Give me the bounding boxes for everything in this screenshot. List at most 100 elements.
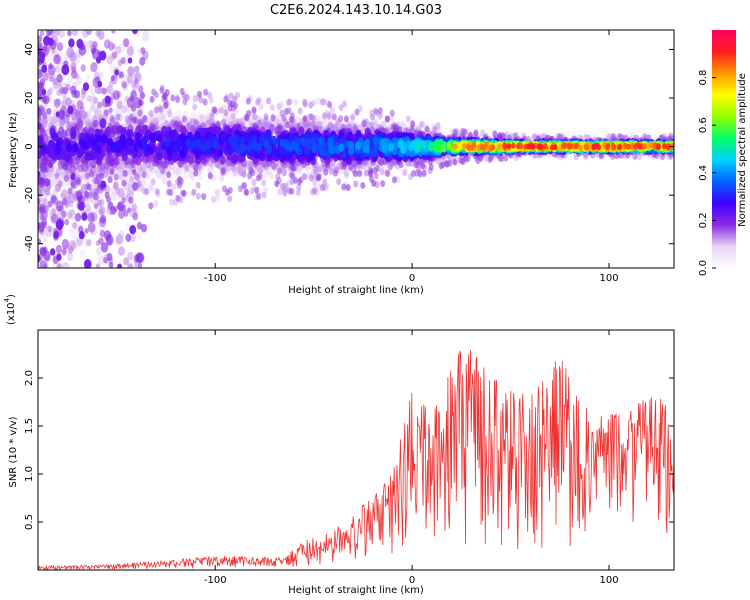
heatmap-cell bbox=[168, 189, 174, 196]
heatmap-cell bbox=[111, 51, 118, 59]
heatmap-cell bbox=[131, 203, 138, 212]
heatmap-cell bbox=[184, 94, 190, 101]
heatmap-cell bbox=[53, 54, 61, 65]
heatmap-cell bbox=[120, 57, 126, 65]
heatmap-cell bbox=[80, 161, 89, 173]
heatmap-cell bbox=[98, 237, 104, 245]
heatmap-cell bbox=[118, 246, 125, 256]
heatmap-cell bbox=[416, 169, 422, 177]
heatmap-cell bbox=[247, 160, 254, 169]
heatmap-cell bbox=[198, 96, 204, 104]
heatmap-cell bbox=[255, 174, 261, 182]
heatmap-cell bbox=[229, 100, 235, 108]
heatmap-cell bbox=[166, 180, 172, 187]
heatmap-cell bbox=[103, 109, 109, 117]
heatmap-cell bbox=[370, 113, 375, 121]
heatmap-cell bbox=[82, 111, 88, 119]
heatmap-cell bbox=[80, 64, 86, 72]
heatmap-cell bbox=[195, 139, 201, 148]
heatmap-cell bbox=[67, 245, 74, 254]
heatmap-cell bbox=[100, 180, 107, 189]
heatmap-cell bbox=[160, 113, 166, 121]
heatmap-cell bbox=[68, 193, 76, 204]
heatmap-cell bbox=[308, 174, 314, 182]
heatmap-cell bbox=[55, 200, 64, 212]
heatmap-cell bbox=[61, 238, 70, 250]
heatmap-cell bbox=[92, 119, 99, 128]
heatmap-cell bbox=[354, 108, 360, 116]
heatmap-cell bbox=[207, 172, 213, 180]
heatmap-cell bbox=[261, 191, 267, 199]
heatmap-cell bbox=[99, 229, 106, 238]
heatmap-cell bbox=[254, 186, 260, 194]
heatmap-cell bbox=[312, 187, 318, 195]
heatmap-cell bbox=[90, 62, 98, 73]
heatmap-cell bbox=[82, 82, 90, 91]
heatmap-cell bbox=[156, 151, 163, 160]
heatmap-cell bbox=[139, 57, 146, 66]
heatmap-cell bbox=[72, 143, 79, 153]
heatmap-cell bbox=[328, 145, 335, 154]
heatmap-cell bbox=[157, 133, 163, 143]
heatmap-cell bbox=[103, 257, 108, 264]
heatmap-cell bbox=[428, 163, 434, 171]
heatmap-cell bbox=[293, 98, 299, 106]
heatmap-cell bbox=[227, 136, 234, 145]
heatmap-cell bbox=[110, 75, 116, 82]
heatmap-cell bbox=[290, 141, 297, 150]
heatmap-cell bbox=[99, 172, 104, 180]
heatmap-cell bbox=[130, 234, 136, 243]
heatmap-cell bbox=[90, 160, 97, 169]
heatmap-cell bbox=[74, 212, 82, 222]
heatmap-cell bbox=[297, 178, 302, 186]
heatmap-cell bbox=[201, 193, 207, 201]
heatmap-cell bbox=[298, 126, 305, 135]
heatmap-cell bbox=[87, 212, 95, 223]
heatmap-cell bbox=[413, 161, 419, 169]
heatmap-cell bbox=[128, 196, 134, 204]
heatmap-cell bbox=[480, 129, 485, 137]
heatmap-cell bbox=[420, 162, 426, 170]
heatmap-cell bbox=[232, 95, 238, 103]
heatmap-cell bbox=[326, 112, 332, 120]
heatmap-cell bbox=[316, 174, 321, 182]
heatmap-cell bbox=[244, 114, 250, 122]
heatmap-cell bbox=[295, 189, 301, 196]
heatmap-cell bbox=[111, 30, 116, 34]
heatmap-cell bbox=[128, 176, 134, 183]
heatmap-cell bbox=[56, 263, 62, 268]
heatmap-cell bbox=[302, 173, 308, 181]
heatmap-cell bbox=[42, 197, 48, 205]
heatmap-cell bbox=[220, 156, 227, 165]
heatmap-cell bbox=[353, 180, 359, 188]
heatmap-cell bbox=[182, 115, 187, 123]
heatmap-cell bbox=[462, 128, 468, 136]
heatmap-cell bbox=[87, 95, 92, 102]
heatmap-cell bbox=[55, 183, 62, 192]
heatmap-cell bbox=[103, 39, 111, 49]
heatmap-cell bbox=[203, 88, 209, 96]
heatmap-cell bbox=[350, 113, 356, 121]
heatmap-cell bbox=[87, 191, 93, 199]
heatmap-cell bbox=[38, 54, 45, 64]
heatmap-cell bbox=[308, 101, 314, 109]
heatmap-cell bbox=[42, 72, 49, 81]
heatmap-cell bbox=[57, 109, 65, 120]
heatmap-cell bbox=[166, 171, 172, 179]
heatmap-cell bbox=[256, 142, 263, 151]
heatmap-cell bbox=[141, 30, 150, 42]
heatmap-cell bbox=[348, 140, 355, 150]
heatmap-cell bbox=[322, 178, 328, 186]
heatmap-cell bbox=[62, 93, 68, 101]
heatmap-cell bbox=[347, 163, 353, 171]
heatmap-cell bbox=[135, 132, 142, 141]
heatmap-cell bbox=[149, 95, 155, 103]
heatmap-cell bbox=[473, 129, 479, 137]
heatmap-cell bbox=[212, 106, 218, 114]
heatmap-cell bbox=[399, 120, 405, 128]
heatmap-cell bbox=[241, 171, 247, 179]
heatmap-cell bbox=[283, 108, 289, 116]
heatmap-cell bbox=[112, 181, 119, 190]
heatmap-cell bbox=[371, 179, 377, 187]
heatmap-cell bbox=[96, 199, 102, 207]
